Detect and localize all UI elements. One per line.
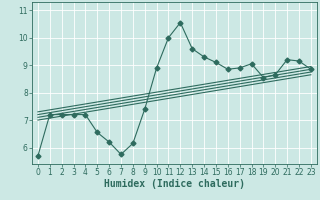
X-axis label: Humidex (Indice chaleur): Humidex (Indice chaleur) — [104, 179, 245, 189]
